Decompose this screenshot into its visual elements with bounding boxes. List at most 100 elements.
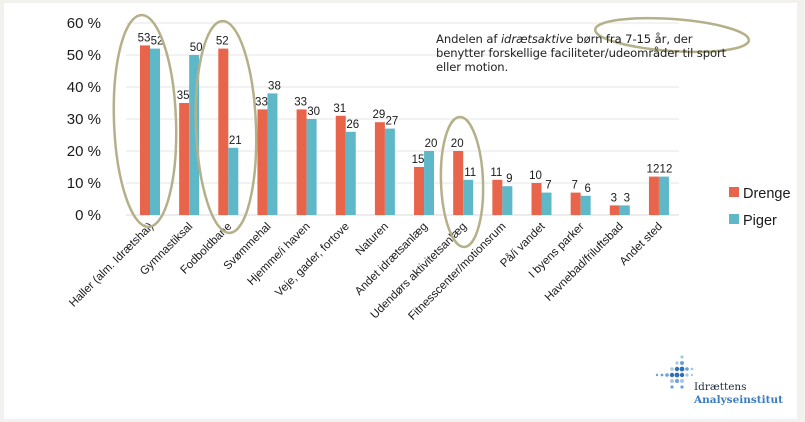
data-label: 27 [386,116,399,128]
x-tick-label: Havnebad/friluftsbad [543,221,626,304]
data-label: 11 [464,167,476,179]
data-label: 20 [451,138,464,150]
bar-piger [345,131,356,215]
logo-dot [674,366,680,372]
slide-canvas: 0 % 10 % 20 % 30 % 40 % 50 % 60 % 53 52 35 50 52 21… [4,3,797,419]
data-label: 3 [611,192,617,204]
logo-dots-icon [655,355,694,389]
bar-drenge [570,192,581,215]
data-label: 6 [584,183,590,195]
data-label: 52 [151,36,164,48]
bar-chart: 0 %10 %20 %30 %40 %50 %60 % 53 5235505221… [67,13,791,323]
bar-piger [424,151,435,215]
logo-dot [660,373,664,377]
data-label: 10 [529,170,542,182]
x-tick-label: Veje, gader, fortove [273,221,352,300]
logo-dot [675,379,679,383]
subtitle-text-2: børn fra 7-15 år, der benytter forskelli… [436,32,727,74]
logo-dot [670,367,674,371]
x-axis-ticks: Haller (alm. Idrætshal)GymnastiksalFodbo… [67,220,665,323]
data-label: 33 [255,96,268,108]
logo-dot [674,372,680,378]
data-label: 50 [190,42,203,54]
data-label: 9 [506,173,512,185]
logo-dot [685,373,689,377]
data-label: 29 [373,109,386,121]
logo-dot [670,385,674,389]
bar-drenge [140,45,150,216]
data-label: 7 [571,180,577,192]
bar-piger [580,195,591,215]
logo-dot [685,367,689,371]
y-tick-label: 10 % [67,175,101,192]
bar-drenge [257,109,268,215]
highlight-ellipses [112,13,751,249]
bar-drenge [218,48,229,215]
highlight-ellipse [439,115,485,249]
bar-piger [619,205,630,215]
data-label: 15 [412,154,425,166]
data-label: 12 [660,164,673,176]
logo-dot [679,372,685,378]
logo-dot [679,366,685,372]
bar-piger [228,147,239,215]
highlight-ellipse [593,16,751,54]
data-label: 31 [333,103,346,115]
logo-dot [665,373,669,377]
logo-dot [680,355,684,359]
y-tick-label: 60 % [67,15,101,32]
logo-dot [690,373,694,377]
logo-dot [670,379,674,383]
bar-piger [306,119,317,215]
y-axis-ticks: 0 % 10 % 20 % 30 % 40 % 50 % 60 % [67,15,101,224]
legend: Drenge Piger [729,186,791,229]
bar-drenge [609,205,620,215]
data-label: 30 [307,106,320,118]
legend-swatch-drenge [729,187,739,197]
bar-piger [150,48,160,215]
y-tick-label: 50 % [67,47,101,64]
data-label: 33 [294,96,307,108]
data-label: 21 [229,135,242,147]
highlight-ellipse [112,13,178,229]
bar-drenge [296,109,307,215]
highlight-ellipse [194,19,258,235]
bar-piger [189,55,200,215]
logo-dot [669,372,675,378]
subtitle-text-1: Andelen af [436,32,501,46]
legend-swatch-piger [729,214,739,224]
logo-dot [680,379,684,383]
bar-piger [384,128,395,215]
bars [140,45,669,216]
bar-drenge [648,176,659,215]
logo-dot [655,373,659,377]
data-label: 52 [216,36,229,48]
bar-piger [502,186,513,215]
bar-drenge [374,122,385,215]
data-label: 7 [545,180,551,192]
data-label: 35 [177,90,190,102]
x-tick-label: Andet idrætsanlæg [353,221,430,298]
bar-piger [267,93,278,215]
bar-drenge [453,151,464,215]
logo-dot [680,361,684,365]
logo-dot [675,361,679,365]
bar-drenge [335,115,346,215]
data-label: 11 [490,167,502,179]
bar-drenge [179,103,190,215]
bar-piger [463,179,474,215]
chart-subtitle: Andelen af idrætsaktive børn fra 7-15 år… [436,32,736,74]
data-label: 20 [425,138,438,150]
bar-drenge [414,167,425,215]
x-tick-label: Naturen [354,221,391,258]
y-tick-label: 20 % [67,143,101,160]
logo-dot [680,385,684,389]
logo-dot [690,367,694,371]
data-label: 3 [624,192,630,204]
data-label: 53 [138,32,151,44]
logo-line-1: Idrættens [694,381,747,393]
y-tick-label: 0 % [75,207,101,224]
data-label: 38 [268,80,281,92]
y-tick-label: 40 % [67,79,101,96]
